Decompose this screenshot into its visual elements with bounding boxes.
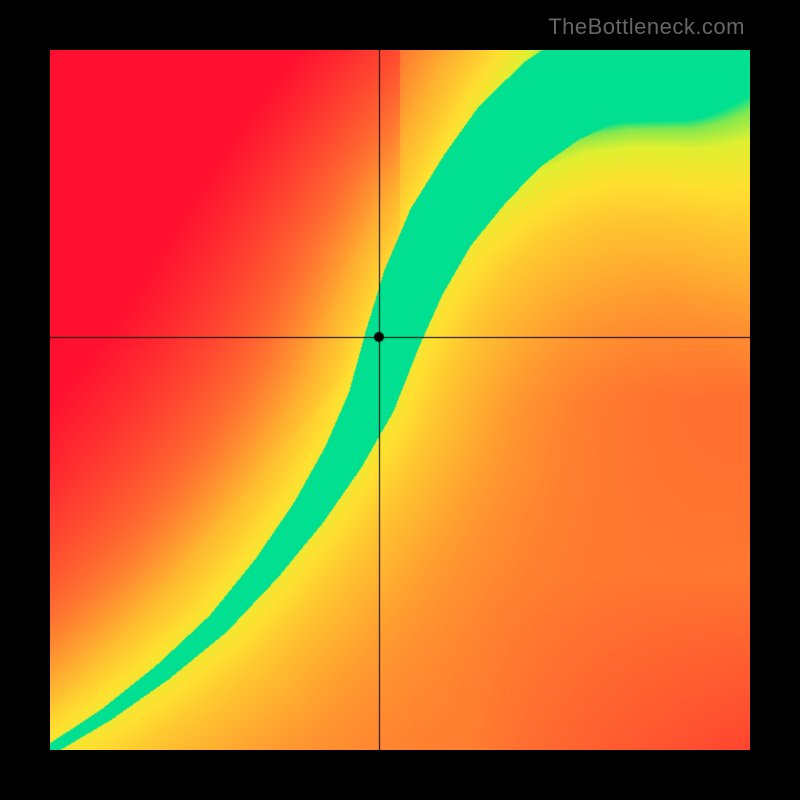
bottleneck-heatmap <box>50 50 750 750</box>
watermark-text: TheBottleneck.com <box>548 14 745 40</box>
heatmap-canvas <box>50 50 750 750</box>
